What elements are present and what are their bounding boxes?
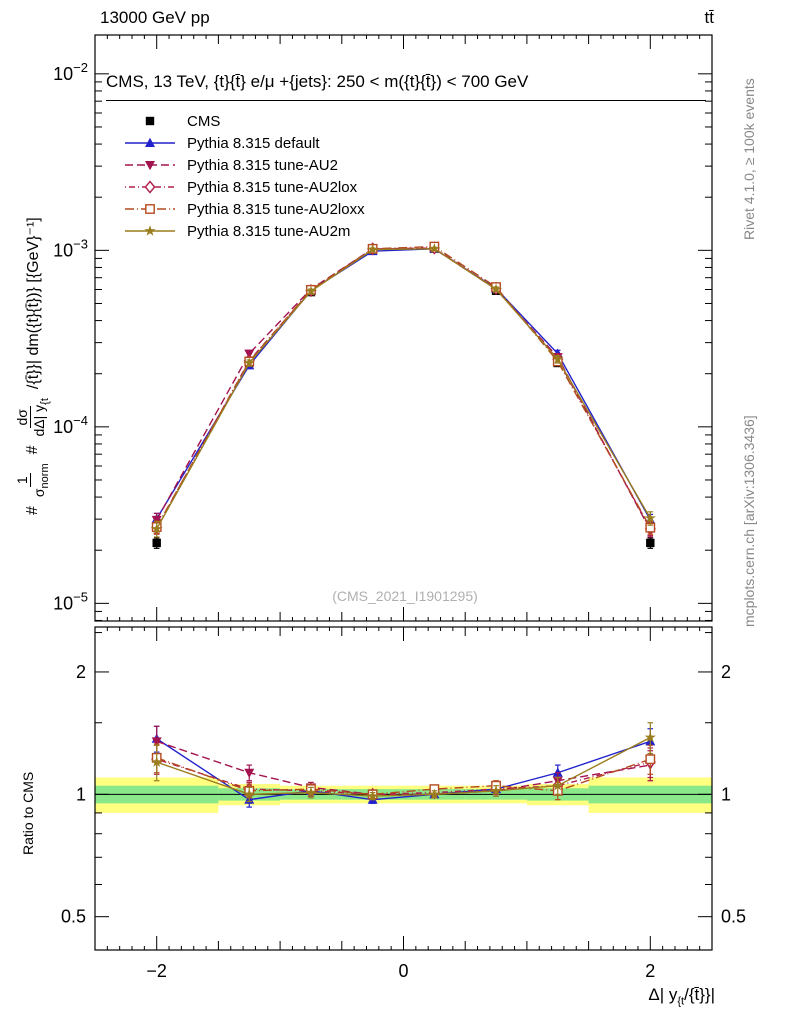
legend-sample [125, 225, 175, 236]
legend-item: Pythia 8.315 tune-AU2m [122, 220, 365, 242]
fraction-denominator: dΔ| y{t [31, 396, 51, 438]
svg-text:−2: −2 [146, 961, 167, 981]
beam-energy-label: 13000 GeV pp [100, 8, 210, 27]
legend-sample [125, 137, 175, 147]
differential-text: dΔ| y [31, 404, 48, 437]
sigma-subscript: norm [38, 463, 51, 489]
svg-text:1: 1 [721, 784, 731, 804]
svg-text:2: 2 [645, 961, 655, 981]
svg-text:2: 2 [721, 662, 731, 682]
rivet-version-label: Rivet 4.1.0, ≥ 100k events [741, 78, 757, 240]
legend-sample [125, 204, 175, 214]
axes: 10−2 10−3 10−4 10−5 0.5 0.5 1 1 2 2 −2 0 2 [53, 34, 746, 981]
fraction-denominator: σnorm [31, 461, 51, 499]
svg-text:10−4: 10−4 [53, 413, 88, 437]
y-axis-label-main: # 1 σnorm # dσ dΔ| y{t /{t̄}}| dm({t}{t̄… [14, 217, 52, 515]
legend-label: CMS [187, 112, 221, 130]
ylabel-units: /{t̄}}| dm({t}{t̄})} [{GeV}⁻¹] [24, 217, 42, 390]
mcplots-attribution-label: mcplots.cern.ch [arXiv:1306.3436] [741, 415, 757, 627]
xlabel-sub: {t [677, 995, 685, 1008]
legend-item: Pythia 8.315 default [122, 132, 365, 154]
legend-item: Pythia 8.315 tune-AU2 [122, 154, 365, 176]
xlabel-post: /{t̄}}| [684, 985, 715, 1004]
legend-label: Pythia 8.315 tune-AU2m [187, 222, 351, 240]
rapidity-subscript: {t [38, 398, 51, 405]
ylabel-hash-2: # [23, 445, 41, 455]
svg-text:2: 2 [76, 662, 86, 682]
legend-label: Pythia 8.315 tune-AU2 [187, 156, 338, 174]
legend-item: Pythia 8.315 tune-AU2lox [122, 176, 365, 198]
legend-sample [145, 116, 155, 126]
y-axis-label-ratio: Ratio to CMS [20, 771, 36, 855]
fraction-numerator: dσ [14, 406, 32, 429]
x-axis-label: Δ| y{t/{t̄}}| [648, 985, 715, 1007]
plot-title: CMS, 13 TeV, {t}{t̄} e/μ +{jets}: 250 < … [106, 72, 706, 101]
main-panel-series [151, 241, 656, 549]
ylabel-fraction-norm: 1 σnorm [14, 461, 52, 499]
legend-label: Pythia 8.315 tune-AU2loxx [187, 200, 365, 218]
ylabel-hash-1: # [23, 506, 41, 515]
svg-text:10−5: 10−5 [53, 589, 88, 613]
svg-text:0.5: 0.5 [721, 907, 746, 927]
legend-label: Pythia 8.315 tune-AU2lox [187, 178, 358, 196]
legend-item: CMS [122, 110, 365, 132]
analysis-id-watermark: (CMS_2021_I1901295) [332, 588, 478, 604]
legend-sample [125, 161, 175, 171]
legend: CMS Pythia 8.315 default Pythia 8.315 tune… [122, 110, 365, 242]
svg-text:10−3: 10−3 [53, 236, 88, 260]
legend-label: Pythia 8.315 default [187, 134, 320, 152]
svg-text:0.5: 0.5 [61, 907, 86, 927]
legend-sample [125, 180, 175, 194]
legend-item: Pythia 8.315 tune-AU2loxx [122, 198, 365, 220]
svg-text:0: 0 [398, 961, 408, 981]
xlabel-pre: Δ| y [648, 985, 678, 1004]
ylabel-fraction-dsigma: dσ dΔ| y{t [14, 396, 52, 438]
fraction-numerator: 1 [14, 473, 32, 488]
svg-text:1: 1 [76, 784, 86, 804]
sigma-symbol: σ [31, 488, 48, 498]
process-label: tt̄ [704, 8, 714, 27]
ratio-panel-series [151, 722, 656, 808]
svg-text:10−2: 10−2 [53, 60, 88, 84]
